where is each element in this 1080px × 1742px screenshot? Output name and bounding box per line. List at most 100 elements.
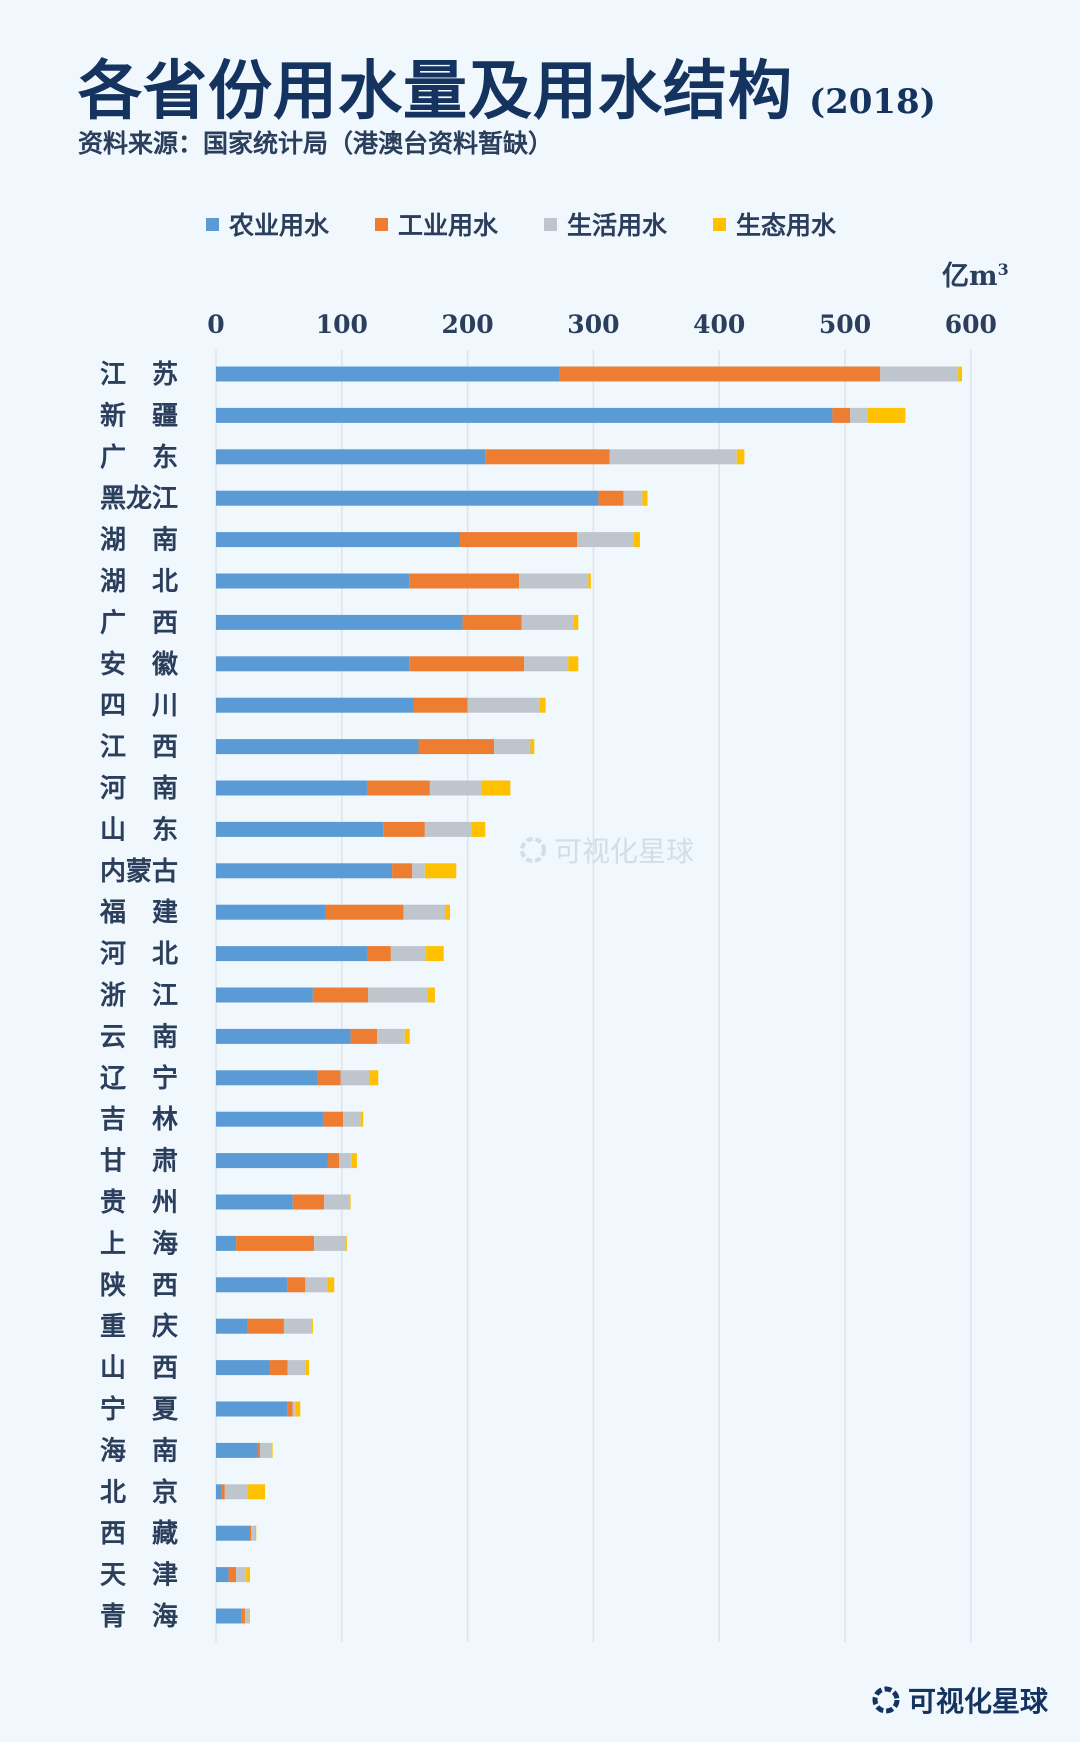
bar-segment xyxy=(287,1277,306,1293)
x-tick-label: 400 xyxy=(693,310,745,339)
x-tick-label: 600 xyxy=(945,310,997,339)
bar-segment xyxy=(305,1360,310,1376)
y-category-label: 广 西 xyxy=(100,608,178,638)
watermark-text: 可视化星球 xyxy=(554,835,695,868)
legend-label: 农业用水 xyxy=(229,211,330,240)
bar-segment xyxy=(216,863,393,879)
footer-logo: 可视化星球 xyxy=(870,1680,1048,1720)
y-category-label: 黑龙江 xyxy=(100,484,178,514)
y-category-label: 河 南 xyxy=(100,774,178,804)
y-category-label: 重 庆 xyxy=(100,1311,178,1342)
y-category-label: 山 东 xyxy=(100,814,178,845)
bar-segment xyxy=(216,821,384,837)
bar-segment xyxy=(324,1194,350,1210)
y-category-label: 湖 南 xyxy=(100,526,178,556)
bar-segment xyxy=(216,987,313,1003)
bar-segment xyxy=(623,490,643,506)
bar-segment xyxy=(404,1028,410,1044)
bar-segment xyxy=(247,1484,266,1500)
unit-text: 亿m xyxy=(942,261,998,292)
bar-segment xyxy=(350,1028,378,1044)
y-category-label: 广 东 xyxy=(100,442,178,473)
bar-segment xyxy=(485,449,610,465)
bar-segment xyxy=(260,1442,272,1458)
bar-segment xyxy=(539,697,546,713)
bar-segment xyxy=(412,863,425,879)
bar-segment xyxy=(249,1525,252,1541)
y-category-label: 陕 西 xyxy=(100,1271,178,1301)
bar-segment xyxy=(366,780,430,796)
bar-segment xyxy=(850,407,868,423)
bar-segment xyxy=(283,1318,312,1334)
bar-segment xyxy=(216,1070,318,1086)
y-category-label: 浙 江 xyxy=(100,981,178,1011)
bar-segment xyxy=(216,739,419,755)
y-category-label: 云 南 xyxy=(100,1022,178,1052)
bar-segment xyxy=(216,449,486,465)
bar-segment xyxy=(958,366,962,382)
legend-swatch xyxy=(375,217,389,231)
bar-segment xyxy=(598,490,624,506)
bar-segment xyxy=(247,1318,284,1334)
y-category-label: 上 海 xyxy=(100,1229,178,1259)
legend-item: 工业用水 xyxy=(375,206,498,242)
bar-segment xyxy=(736,449,745,465)
bar-segment xyxy=(467,697,540,713)
bar-segment xyxy=(462,614,522,630)
legend: 农业用水 工业用水 生活用水 生态用水 xyxy=(206,206,836,242)
x-tick-label: 300 xyxy=(567,310,619,339)
y-category-label: 四 川 xyxy=(100,691,178,721)
bar-segment xyxy=(216,1401,288,1417)
bar-segment xyxy=(524,656,569,672)
planet-logo-icon xyxy=(520,837,546,863)
bar-segment xyxy=(633,532,640,548)
bar-segment xyxy=(216,1567,229,1583)
y-category-label: 河 北 xyxy=(100,940,178,970)
bar-segment xyxy=(494,739,531,755)
bar-segment xyxy=(246,1567,250,1583)
legend-label: 工业用水 xyxy=(398,211,499,240)
bar-segment xyxy=(377,1028,405,1044)
bar-segment xyxy=(409,573,520,589)
bar-segment xyxy=(559,366,881,382)
y-category-label: 湖 北 xyxy=(100,567,178,597)
bar-segment xyxy=(287,1401,293,1417)
bar-segment xyxy=(418,739,495,755)
bar-segment xyxy=(312,987,369,1003)
bar-segment xyxy=(327,1277,335,1293)
bar-segment xyxy=(867,407,906,423)
bar-segment xyxy=(366,946,391,962)
bar-segment xyxy=(216,490,599,506)
bar-segment xyxy=(351,1153,357,1169)
bar-segment xyxy=(228,1567,237,1583)
bar-segment xyxy=(254,1525,257,1541)
bar-segment xyxy=(216,532,461,548)
bar-segment xyxy=(221,1484,225,1500)
y-category-label: 青 海 xyxy=(100,1602,178,1632)
bar-segment xyxy=(577,532,634,548)
bar-segment xyxy=(460,532,578,548)
bar-segment xyxy=(317,1070,341,1086)
bar-segment xyxy=(327,1153,340,1169)
bar-segment xyxy=(216,1194,293,1210)
legend-swatch xyxy=(206,217,219,231)
bar-segment xyxy=(236,1567,247,1583)
bar-segment xyxy=(588,573,591,589)
bar-segment xyxy=(426,946,444,962)
bar-segment xyxy=(390,946,427,962)
chart-title: 各省份用水量及用水结构 (2018) xyxy=(78,40,936,132)
bar-segment xyxy=(216,697,414,713)
bar-segment xyxy=(521,614,574,630)
y-category-label: 内蒙古 xyxy=(100,857,178,887)
x-tick-label: 500 xyxy=(819,310,871,339)
bar-segment xyxy=(216,366,560,382)
bar-segment xyxy=(360,1111,364,1127)
planet-logo-icon xyxy=(872,1686,900,1714)
bar-segment xyxy=(216,614,463,630)
y-category-label: 新 疆 xyxy=(100,400,178,431)
bar-segment xyxy=(270,1360,288,1376)
bar-segment xyxy=(216,1318,248,1334)
chart-subtitle: 资料来源：国家统计局（港澳台资料暂缺） xyxy=(78,129,554,158)
bar-segment xyxy=(349,1194,351,1210)
